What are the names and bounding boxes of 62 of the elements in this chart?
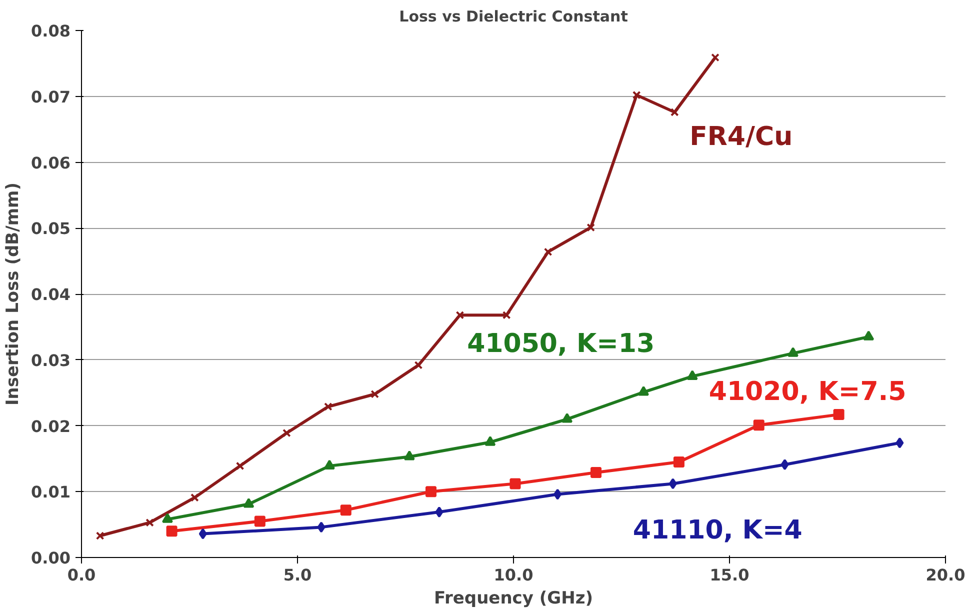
y-tick-label: 0.02	[31, 416, 71, 436]
x-tick-label: 20.0	[926, 566, 966, 584]
point	[562, 412, 573, 423]
point	[780, 459, 789, 470]
point	[96, 532, 104, 540]
point	[788, 347, 799, 357]
point	[324, 460, 335, 470]
point	[254, 516, 266, 527]
point	[833, 409, 844, 420]
y-tick-label: 0.07	[31, 87, 71, 106]
point	[146, 518, 154, 527]
x-tick-label: 10.0	[494, 566, 534, 584]
point	[370, 390, 380, 398]
point	[162, 513, 173, 523]
point	[484, 436, 496, 446]
point	[317, 522, 326, 533]
point	[632, 90, 641, 100]
point	[590, 467, 602, 478]
point	[456, 310, 464, 320]
chart-title: Loss vs Dielectric Constant	[399, 8, 628, 26]
point	[198, 528, 207, 540]
point	[510, 478, 521, 490]
point	[404, 450, 415, 460]
y-tick-label: 0.04	[31, 285, 71, 304]
point	[282, 428, 291, 438]
point	[435, 506, 444, 518]
point	[670, 108, 679, 116]
series-label: 41020, K=7.5	[708, 377, 906, 408]
point	[340, 504, 352, 516]
point	[324, 402, 332, 411]
point	[896, 437, 904, 448]
x-tick-label: 15.0	[710, 566, 750, 584]
y-tick-label: 0.03	[31, 350, 71, 370]
point	[586, 223, 596, 232]
y-tick-label: 0.08	[31, 22, 71, 40]
y-tick-label: 0.00	[31, 548, 71, 568]
y-tick-label: 0.01	[31, 482, 71, 502]
series-label: FR4/Cu	[690, 122, 793, 152]
point	[554, 488, 562, 500]
point	[753, 420, 764, 431]
point	[863, 330, 874, 340]
point	[502, 310, 511, 320]
point	[414, 360, 423, 370]
x-tick-label: 5.0	[283, 566, 312, 584]
point	[243, 498, 254, 508]
point	[686, 370, 698, 380]
y-tick-label: 0.06	[31, 153, 71, 172]
point	[544, 248, 552, 256]
point	[711, 53, 720, 62]
x-axis-title: Frequency (GHz)	[434, 588, 594, 608]
series-label: 41050, K=13	[467, 329, 655, 360]
y-axis-title: Insertion Loss (dB/mm)	[3, 182, 24, 406]
y-tick-label: 0.05	[31, 219, 71, 238]
point	[425, 486, 436, 498]
point	[673, 456, 684, 468]
point	[190, 493, 199, 502]
point	[166, 526, 178, 537]
point	[236, 462, 244, 470]
x-tick-label: 0.0	[67, 566, 96, 584]
point	[668, 478, 677, 490]
point	[638, 386, 650, 396]
series-label: 41110, K=4	[632, 516, 802, 546]
